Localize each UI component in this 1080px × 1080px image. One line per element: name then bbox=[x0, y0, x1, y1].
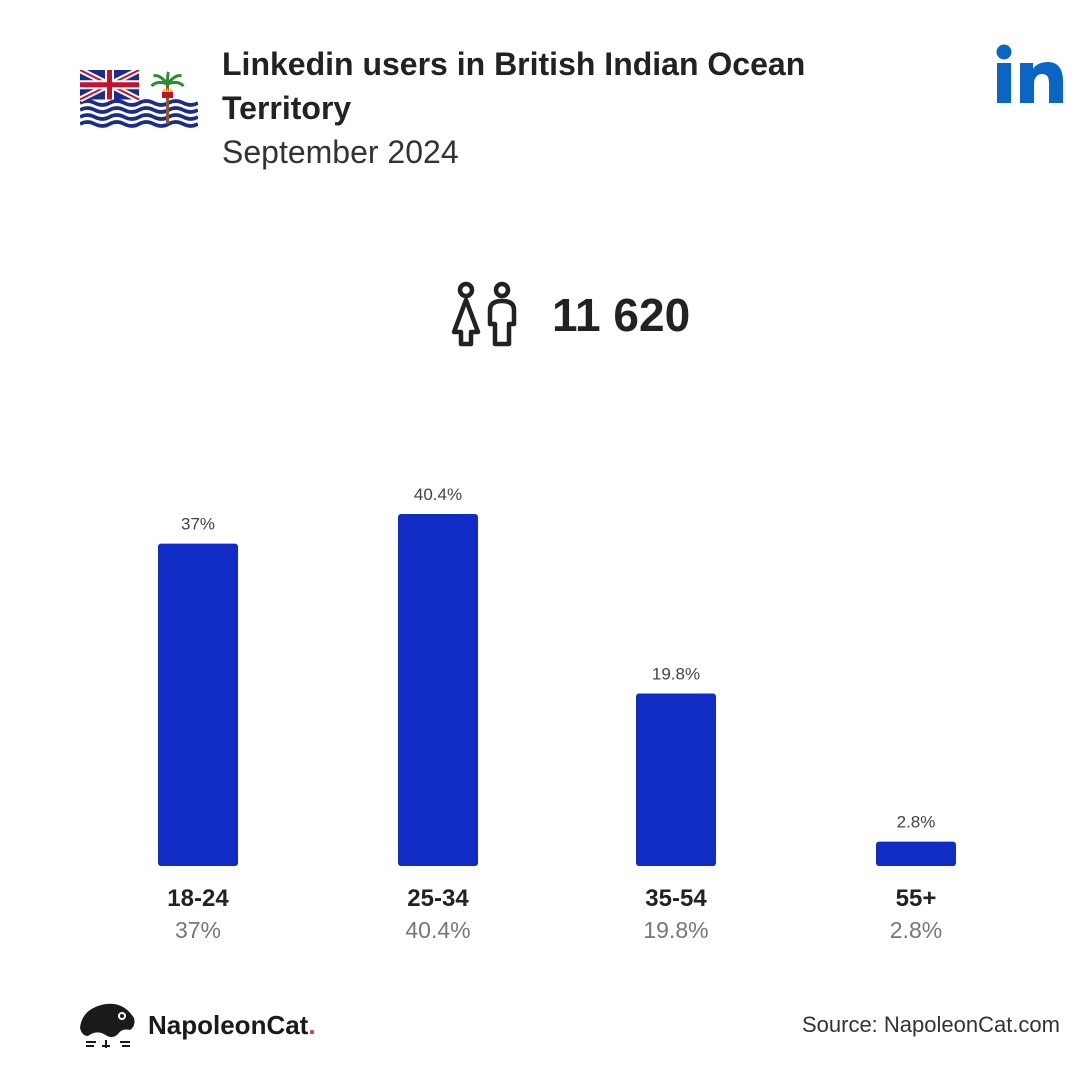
category-percent-label: 2.8% bbox=[890, 917, 942, 943]
source-text: Source: NapoleonCat.com bbox=[801, 1012, 1060, 1037]
page-title: Linkedin users in British Indian Ocean T… bbox=[222, 46, 806, 126]
british-indian-ocean-territory-flag-icon bbox=[80, 70, 198, 129]
brand-dot: . bbox=[308, 1009, 316, 1040]
category-percent-label: 37% bbox=[175, 917, 221, 943]
napoleoncat-brand: NapoleonCat. bbox=[78, 1000, 316, 1050]
bar-value-label: 2.8% bbox=[897, 813, 936, 832]
linkedin-logo-icon bbox=[996, 44, 1063, 103]
category-percent-label: 19.8% bbox=[643, 917, 708, 943]
category-label: 18-24 bbox=[167, 885, 229, 912]
total-users-value: 11 620 bbox=[552, 289, 691, 341]
category-label: 55+ bbox=[896, 885, 937, 912]
bar-25-34 bbox=[398, 514, 478, 866]
napoleoncat-logo-icon bbox=[80, 1003, 135, 1048]
people-icon bbox=[451, 281, 517, 347]
bar-18-24 bbox=[158, 543, 238, 866]
bar-value-label: 40.4% bbox=[414, 485, 462, 504]
category-label: 35-54 bbox=[645, 885, 707, 912]
bar-value-label: 19.8% bbox=[652, 664, 700, 683]
category-label: 25-34 bbox=[407, 885, 469, 912]
bar-55+ bbox=[876, 841, 956, 866]
brand-name: NapoleonCat. bbox=[148, 1009, 316, 1040]
bar-35-54 bbox=[636, 693, 716, 866]
page-subtitle: September 2024 bbox=[222, 134, 459, 170]
bar-value-label: 37% bbox=[181, 515, 215, 534]
total-users-summary: 11 620 bbox=[448, 280, 690, 350]
category-percent-label: 40.4% bbox=[405, 917, 470, 943]
